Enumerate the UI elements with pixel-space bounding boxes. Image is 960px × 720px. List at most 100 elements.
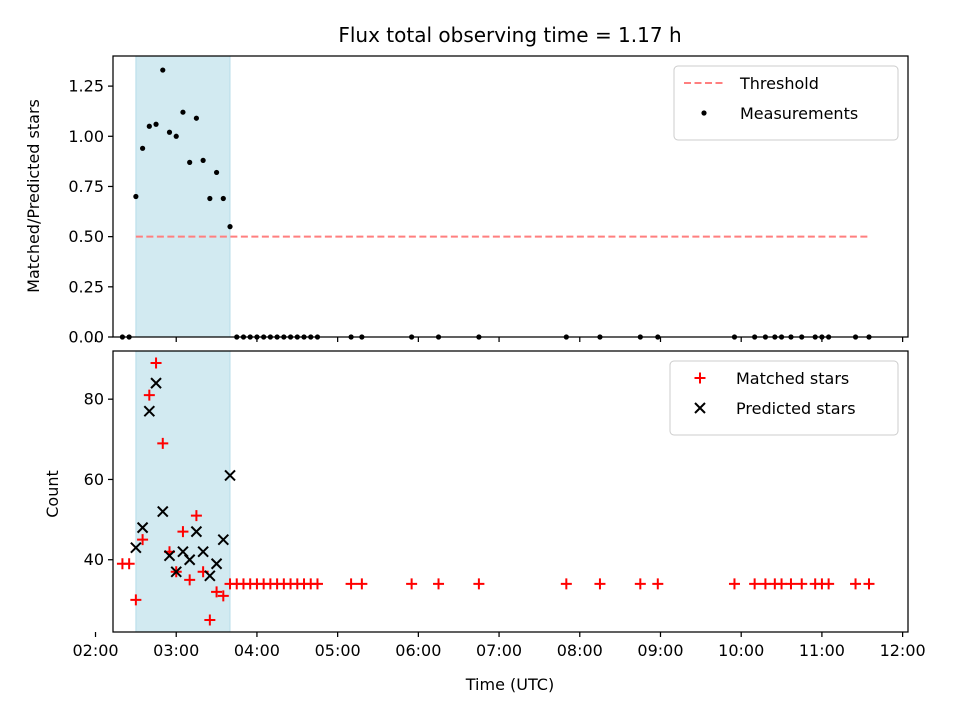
matched-star-point xyxy=(143,389,155,401)
x-tick-label: 07:00 xyxy=(476,641,522,660)
shaded-time-span xyxy=(135,55,231,338)
axes-frame xyxy=(112,55,909,338)
matched-star-point xyxy=(850,578,862,590)
axes-frame xyxy=(112,350,909,633)
predicted-star-point xyxy=(163,550,176,562)
matched-star-point xyxy=(150,357,162,369)
predicted-star-point xyxy=(197,546,209,558)
legend-box xyxy=(669,360,899,436)
x-axis-label: Time (UTC) xyxy=(465,675,554,694)
y-tick-label: 0.00 xyxy=(68,328,104,347)
x-tick-label: 10:00 xyxy=(718,641,764,660)
y-tick-label: 80 xyxy=(84,390,104,409)
matched-star-point xyxy=(130,594,142,606)
measurement-point xyxy=(207,195,213,202)
y-tick-label: 60 xyxy=(84,470,104,489)
matched-star-point xyxy=(728,578,740,590)
measurement-point xyxy=(180,109,186,115)
measurement-point xyxy=(200,157,206,163)
matched-star-point xyxy=(123,558,135,570)
matched-star-point xyxy=(356,578,368,590)
y-tick-label: 0.25 xyxy=(68,277,104,296)
measurement-point xyxy=(153,121,159,127)
matched-star-point xyxy=(137,534,149,546)
measurement-point xyxy=(160,67,166,73)
x-tick-label: 09:00 xyxy=(637,641,683,660)
series-predicted-stars xyxy=(130,377,236,582)
predicted-star-point xyxy=(183,554,196,566)
series-matched-stars xyxy=(116,357,875,626)
measurement-point xyxy=(220,195,226,202)
top-y-axis-label: Matched/Predicted stars xyxy=(24,99,43,293)
bottom-y-axis-label: Count xyxy=(43,470,62,518)
y-tick-label: 1.25 xyxy=(68,77,104,96)
matched-star-point xyxy=(785,578,797,590)
matched-star-point xyxy=(863,578,875,590)
legend-box xyxy=(673,65,899,141)
measurement-point xyxy=(139,145,146,151)
matched-star-point xyxy=(634,578,646,590)
measurement-point xyxy=(173,133,179,139)
legend-entry-label: Matched stars xyxy=(736,369,849,388)
y-tick-label: 0.50 xyxy=(68,227,104,246)
matched-star-point xyxy=(311,578,323,590)
measurement-point xyxy=(166,129,173,135)
x-tick-label: 02:00 xyxy=(72,641,118,660)
predicted-star-point xyxy=(210,558,223,570)
matched-star-point xyxy=(473,578,485,590)
x-tick-label: 04:00 xyxy=(234,641,280,660)
matched-star-point xyxy=(190,510,202,522)
predicted-star-point xyxy=(136,521,149,534)
x-tick-label: 03:00 xyxy=(153,641,199,660)
legend-entry-label: Predicted stars xyxy=(736,399,856,418)
legend-matched-swatch xyxy=(694,372,706,384)
matched-star-point xyxy=(157,437,169,449)
measurement-point xyxy=(146,123,152,129)
predicted-star-point xyxy=(143,405,156,417)
x-tick-label: 11:00 xyxy=(799,641,845,660)
matched-star-point xyxy=(204,614,216,626)
plot-area xyxy=(119,55,872,340)
y-tick-label: 1.00 xyxy=(68,127,104,146)
predicted-star-point xyxy=(190,525,203,538)
x-tick-label: 05:00 xyxy=(315,641,361,660)
measurement-point xyxy=(227,224,233,230)
matched-star-point xyxy=(406,578,418,590)
measurement-point xyxy=(187,159,193,165)
predicted-star-point xyxy=(170,566,182,578)
matched-star-point xyxy=(177,526,189,538)
matched-star-point xyxy=(776,578,788,590)
x-tick-label: 08:00 xyxy=(557,641,603,660)
matched-star-point xyxy=(345,578,357,590)
matched-star-point xyxy=(184,574,196,586)
legend: Matched stars Predicted stars xyxy=(669,360,899,436)
legend-measurement-swatch xyxy=(701,110,707,116)
legend-entry-label: Threshold xyxy=(739,74,819,93)
matched-star-point xyxy=(759,578,771,590)
legend-entry-label: Measurements xyxy=(740,104,858,123)
predicted-star-point xyxy=(204,570,216,582)
measurement-point xyxy=(193,115,200,121)
top-panel-ratio: Flux total observing time = 1.17 h Match… xyxy=(24,23,909,347)
legend: Threshold Measurements xyxy=(673,65,899,141)
measurement-point xyxy=(133,193,139,200)
predicted-star-point xyxy=(224,469,236,482)
measurement-point xyxy=(213,169,220,176)
legend-predicted-swatch xyxy=(694,402,706,414)
matched-star-point xyxy=(433,578,445,590)
matched-star-point xyxy=(211,586,223,598)
matched-star-point xyxy=(796,578,808,590)
y-tick-label: 0.75 xyxy=(68,177,104,196)
x-tick-label: 12:00 xyxy=(880,641,926,660)
matched-star-point xyxy=(594,578,606,590)
chart-title: Flux total observing time = 1.17 h xyxy=(338,23,681,47)
matched-star-point xyxy=(217,590,229,602)
matched-star-point xyxy=(823,578,835,590)
x-tick-label: 06:00 xyxy=(395,641,441,660)
y-tick-label: 40 xyxy=(84,550,104,569)
predicted-star-point xyxy=(217,533,230,546)
bottom-panel-count: Count Time (UTC) 40 60 80 02:00 03:00 04:00 05… xyxy=(43,350,926,694)
predicted-star-point xyxy=(157,505,169,518)
predicted-star-point xyxy=(150,377,162,389)
